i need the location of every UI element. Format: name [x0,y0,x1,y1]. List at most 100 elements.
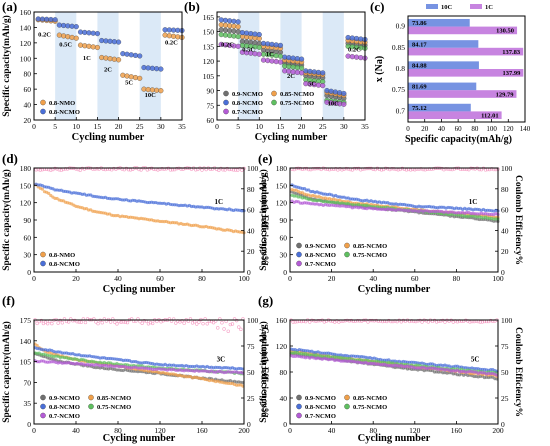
legend-marker [223,90,229,97]
data-point-0.8-NCMO [328,88,334,94]
data-point-0.8-NCMO [107,38,113,44]
data-point-0.75-NCMO [273,53,279,59]
y-axis-label: Specific capacity(mAh/g) [258,169,269,271]
panel-a: (a) 0 5 10 15 20 25 30 35 20 40 60 80 100 120 140 160 Cyc… [1,0,186,143]
data-point-0.7-NCMO [277,59,283,65]
ce-point [302,167,307,171]
y2-tick-label: 0 [501,268,505,277]
ce-point [197,320,201,324]
ce-point [77,320,81,324]
data-point-0.75-NCMO [294,64,300,71]
y2-tick-label: 100 [247,316,259,325]
data-point-0.8-NCMO [158,66,164,72]
x-tick-label: 0 [32,274,36,283]
y-tick-label: 120 [276,342,288,351]
legend-label: 0.85-NCMO [97,395,131,402]
legend-label: 0.7-NCMO [232,109,263,116]
ce-point [38,168,42,172]
ce-point [59,168,63,172]
bar-value-label: 81.69 [412,84,427,91]
x-tick-label: 40 [438,125,446,133]
data-point-0.8-NCMO [128,52,134,58]
x-axis-label: Cycling number [255,132,328,143]
legend-marker [40,412,46,419]
x-tick-label: 10 [73,122,81,131]
y2-tick-label: 50 [247,368,255,377]
data-point-0.8-NCMO [252,31,258,37]
data-point-0.85-NCMO [235,24,241,30]
ce-point [55,167,59,171]
ce-point [355,319,360,323]
data-point-0.8-NCMO [103,38,109,44]
x-tick-label: 120 [154,426,166,435]
data-point-0.7-NCMO [299,70,305,76]
x-tick-label: 100 [492,274,504,283]
ce-point [45,321,50,326]
y-axis-label: Specific capacity(mAh/g) [1,321,12,423]
ce-point [386,167,390,171]
ce-point [83,320,88,325]
bar-10C [408,40,479,48]
ce-point [79,320,83,324]
x-axis-label: Specific capacity(mAh/g) [405,134,512,145]
data-point-0.8-NCMO [39,16,46,22]
data-point-0.7-NCMO [341,101,347,107]
data-point-0.8-NCMO [222,17,229,23]
ce-point [65,167,70,171]
data-point-0.8-NCMO [358,36,364,42]
bar-value-label: 75.12 [412,105,427,112]
y-tick-label: 0 [283,420,287,429]
data-point-0.7-NCMO [235,43,241,49]
ce-point [56,321,60,325]
y-tick-label: 120 [276,199,288,208]
rate-annotation: 10C [145,92,157,99]
bar-value-label: 137.83 [502,49,521,56]
data-point-0.8-NMO [77,42,84,48]
data-point-0.8-NCMO [94,31,100,37]
data-point-0.75-NCMO [256,44,262,50]
x-tick-label: 120 [503,125,514,133]
ce-point [480,320,485,324]
ce-point [372,319,376,323]
ce-point [108,320,113,324]
y-tick-label: 180 [20,164,32,173]
ce-point [39,318,44,323]
ce-point [140,321,144,325]
data-point-0.8-NCMO [82,29,88,35]
data-point-0.7-NCMO [320,83,326,89]
ce-point [150,321,155,326]
x-tick-label: 40 [114,274,122,283]
x-tick-label: 160 [196,426,208,435]
data-point-0.8-NMO [111,56,117,62]
panel-label-a: (a) [2,0,17,14]
data-point-0.8-NMO [61,33,67,39]
y2-tick-label: 50 [501,368,509,377]
ce-point [316,319,320,323]
data-point-0.9-NCMO [222,27,229,33]
x-tick-label: 100 [238,274,250,283]
data-point-0.8-NCMO [48,16,54,23]
ce-point [226,329,230,333]
ce-point [489,318,493,323]
ce-point [164,167,169,171]
x-tick-label: 0 [288,426,292,435]
y2-tick-label: 25 [247,394,255,403]
legend-marker [296,394,302,401]
legend-marker [40,260,46,267]
ce-point [478,320,483,324]
x-tick-label: 25 [136,122,144,131]
ce-point [311,167,315,171]
data-point-0.75-NCMO [227,33,233,39]
rate-annotation: 5C [125,80,133,87]
y2-axis-label: Coulomb Efficiency% [259,327,269,417]
y-tick-label: 180 [276,164,288,173]
data-point-0.75-NCMO [299,65,305,71]
data-point-0.8-NCMO [154,66,160,72]
bar-value-label: 84.17 [412,41,427,48]
y-tick-label: 80 [24,70,32,79]
bar-value-label: 130.50 [496,28,514,35]
x-tick-label: 80 [114,426,122,435]
data-point-0.8-NCMO [218,17,224,23]
y2-tick-label: 80 [247,185,255,194]
